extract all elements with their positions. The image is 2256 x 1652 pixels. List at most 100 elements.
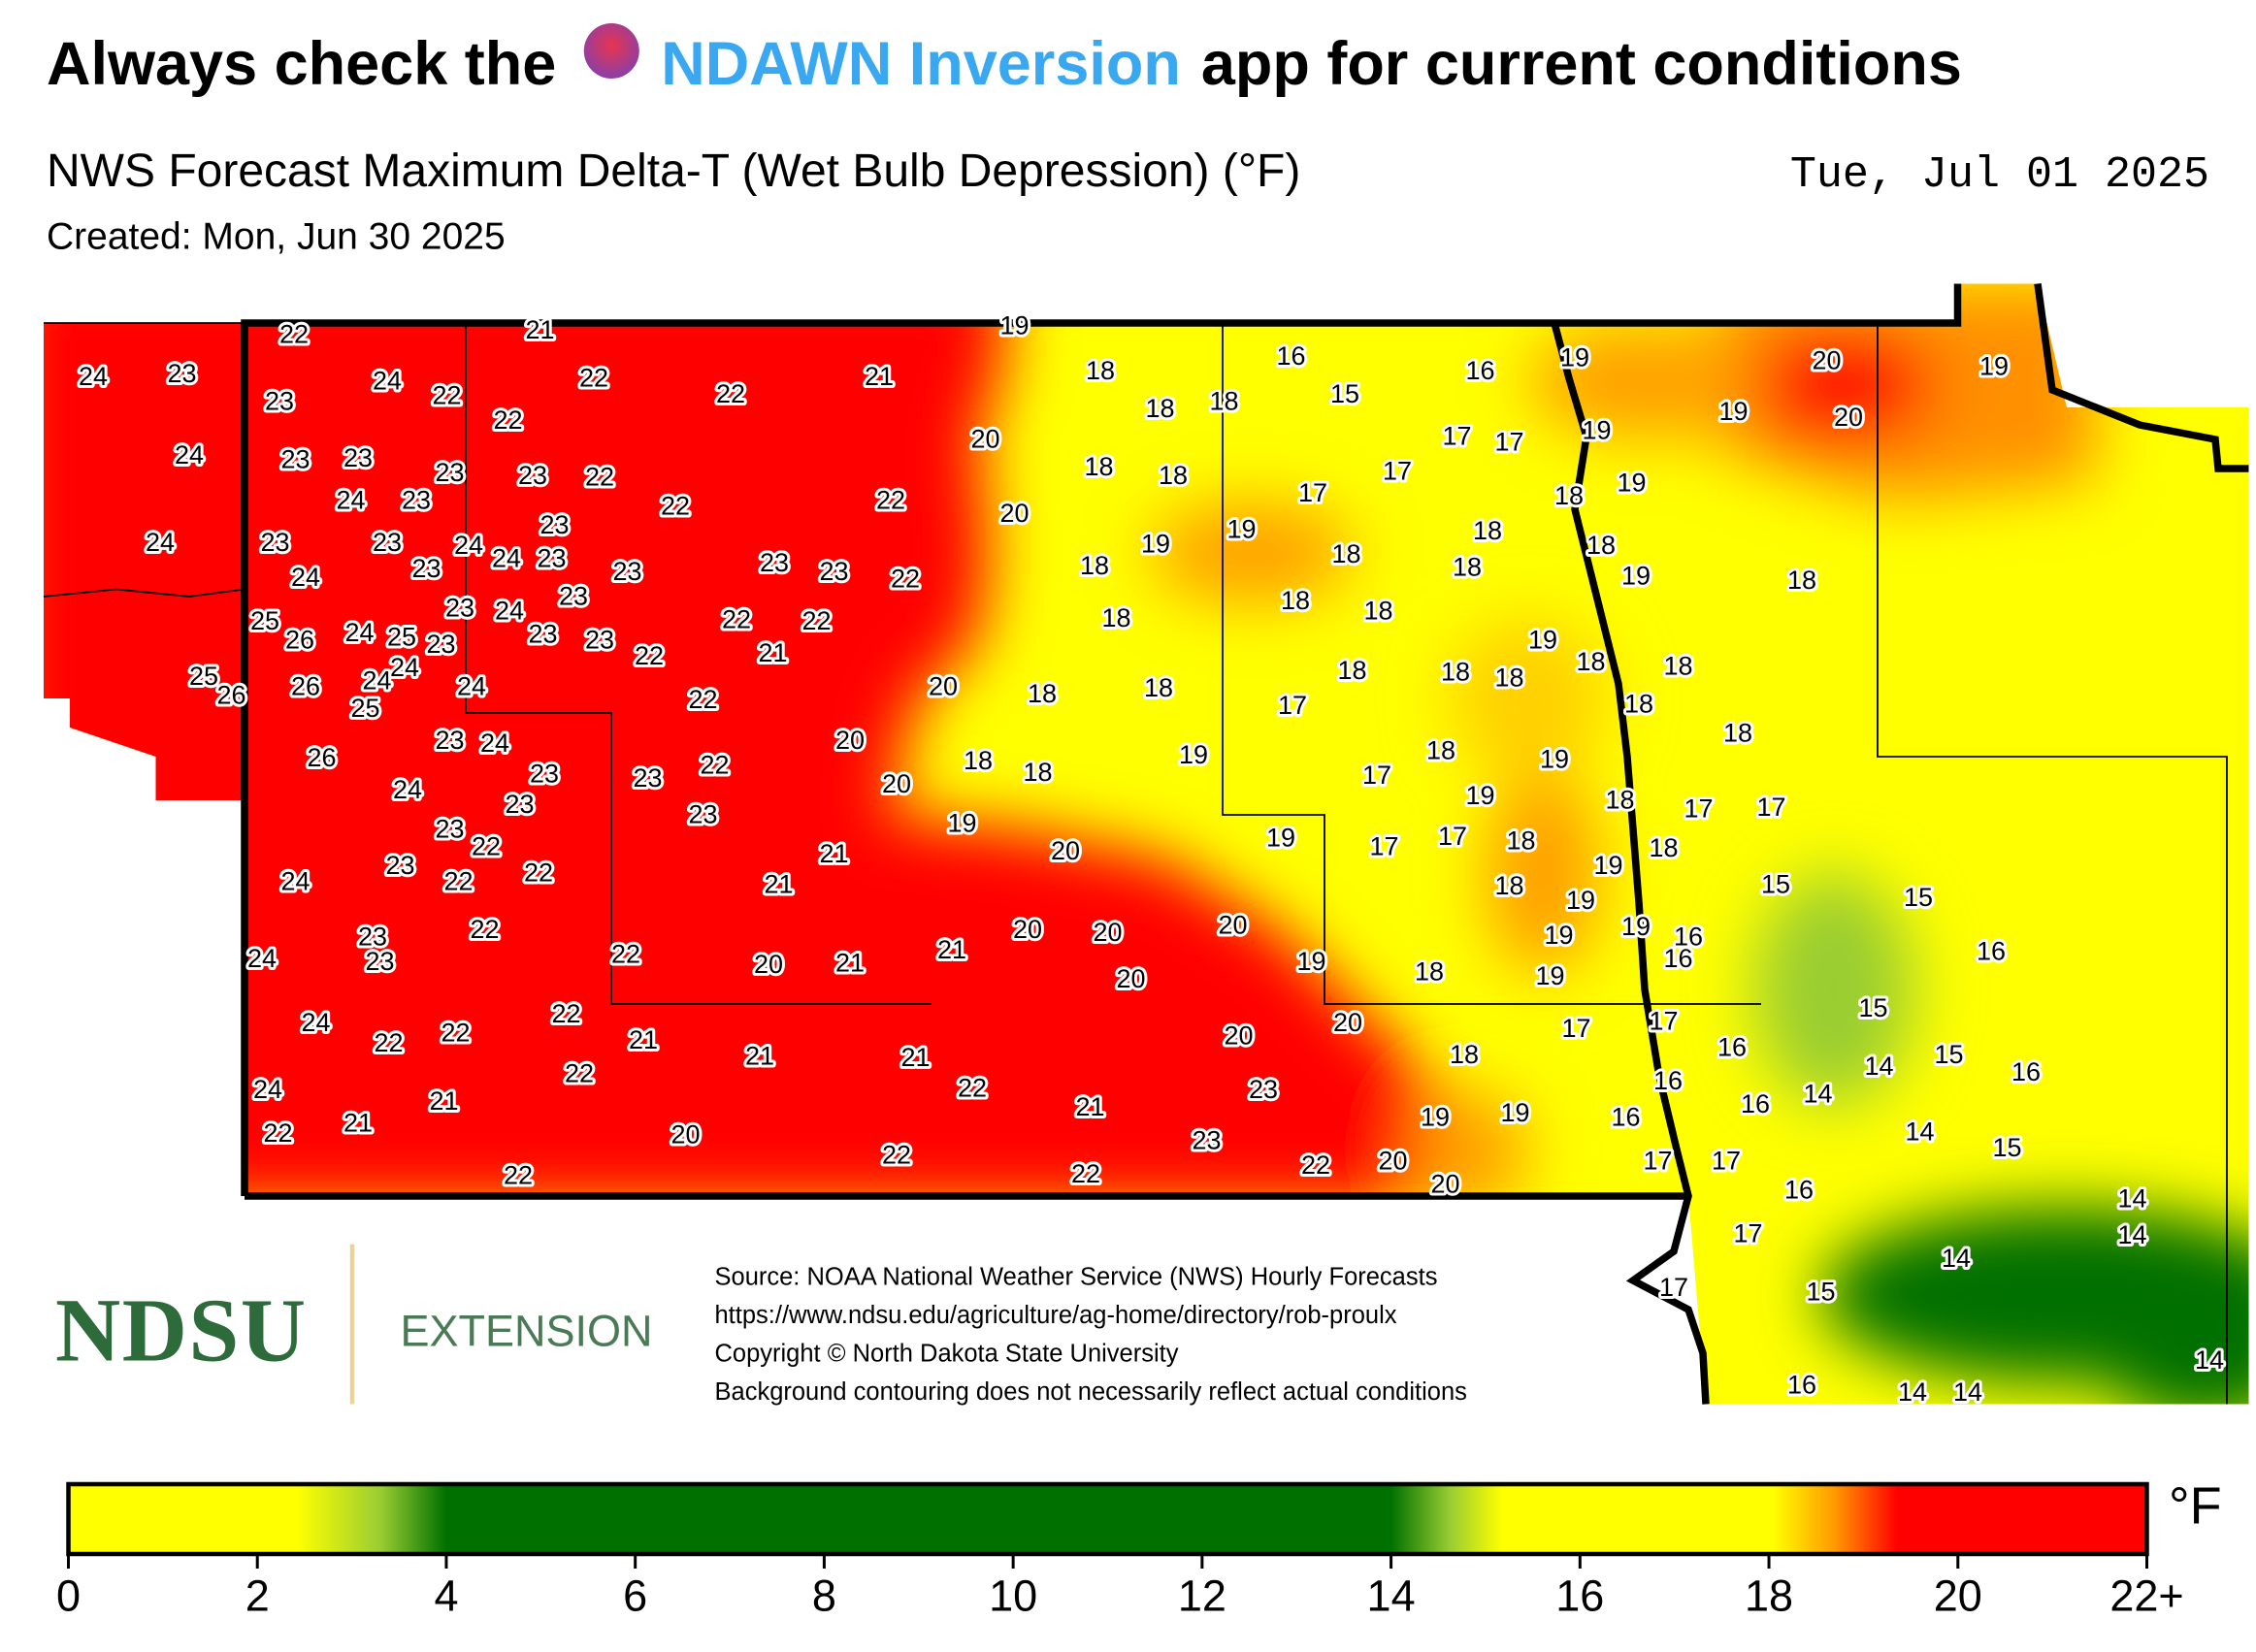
station-value: 22 <box>279 320 309 349</box>
source-notes: Source: NOAA National Weather Service (N… <box>715 1264 1467 1406</box>
station-value: 23 <box>435 726 464 755</box>
station-value: 20 <box>1834 403 1863 432</box>
station-value: 18 <box>1453 553 1482 582</box>
app-icon <box>584 23 639 79</box>
station-value: 21 <box>745 1042 774 1071</box>
station-value: 22 <box>470 915 499 944</box>
station-value: 22 <box>891 565 920 594</box>
source-line: Copyright © North Dakota State Universit… <box>715 1340 1179 1367</box>
station-value: 19 <box>1540 745 1569 774</box>
contour-map <box>0 262 2256 1426</box>
colorbar-tick-label: 18 <box>1745 1571 1793 1621</box>
station-value: 20 <box>1218 911 1247 940</box>
station-value: 19 <box>1535 961 1564 990</box>
colorbar-tick-label: 10 <box>989 1571 1037 1621</box>
station-value: 23 <box>167 359 196 388</box>
station-value: 23 <box>260 528 289 557</box>
station-value: 21 <box>819 839 848 868</box>
station-value: 18 <box>1649 833 1678 862</box>
station-value: 19 <box>1141 530 1170 559</box>
station-value: 23 <box>365 947 394 976</box>
station-value: 15 <box>1330 379 1359 408</box>
station-value: 22 <box>432 381 461 410</box>
source-line: https://www.ndsu.edu/agriculture/ag-home… <box>715 1302 1397 1329</box>
station-value: 18 <box>1426 736 1455 765</box>
station-value: 16 <box>1653 1066 1683 1095</box>
station-value: 20 <box>1430 1170 1459 1199</box>
station-value: 18 <box>1473 516 1502 545</box>
station-value: 22 <box>565 1059 594 1088</box>
station-value: 23 <box>411 554 441 583</box>
station-value: 22 <box>958 1074 987 1103</box>
station-value: 14 <box>1953 1377 1982 1407</box>
station-value: 17 <box>1712 1147 1741 1176</box>
station-value: 18 <box>1576 647 1605 676</box>
station-value: 14 <box>2195 1345 2224 1375</box>
station-value: 23 <box>1249 1075 1278 1104</box>
station-value: 18 <box>1624 690 1653 719</box>
station-value: 22 <box>504 1161 533 1190</box>
station-value: 24 <box>280 867 310 896</box>
station-value: 19 <box>1500 1098 1529 1127</box>
station-value: 17 <box>1494 428 1523 457</box>
station-value: 16 <box>2011 1057 2041 1086</box>
station-value: 21 <box>429 1086 458 1116</box>
station-value: 19 <box>1560 343 1589 373</box>
station-value: 23 <box>688 800 717 829</box>
station-value: 23 <box>559 582 588 611</box>
station-value: 18 <box>1723 719 1752 748</box>
station-value: 25 <box>189 662 218 691</box>
station-value: 23 <box>585 626 614 655</box>
station-value: 20 <box>1224 1021 1253 1051</box>
station-value: 17 <box>1298 478 1327 507</box>
station-value: 17 <box>1278 691 1307 720</box>
station-value: 20 <box>929 672 958 701</box>
station-value: 21 <box>758 638 787 667</box>
colorbar-tick-label: 16 <box>1555 1571 1604 1621</box>
station-value: 20 <box>1812 346 1841 375</box>
station-value: 18 <box>1086 356 1115 385</box>
station-value: 21 <box>835 949 865 978</box>
station-value: 21 <box>937 935 966 964</box>
station-value: 23 <box>537 544 566 573</box>
station-value: 14 <box>1942 1244 1971 1273</box>
station-value: 21 <box>865 362 894 391</box>
station-value: 22 <box>551 999 580 1028</box>
station-value: 18 <box>1554 481 1584 510</box>
station-value: 19 <box>947 809 976 838</box>
station-value: 23 <box>385 851 414 880</box>
station-value: 24 <box>301 1008 330 1037</box>
station-value: 23 <box>265 387 294 416</box>
station-value: 18 <box>1080 551 1109 580</box>
subtitle: NWS Forecast Maximum Delta-T (Wet Bulb D… <box>47 146 1300 197</box>
logo: NDSU <box>55 1281 306 1381</box>
colorbar-tick-label: 4 <box>434 1571 458 1621</box>
station-value: 19 <box>1179 740 1208 769</box>
station-value: 20 <box>882 769 911 798</box>
station-value: 16 <box>1977 937 2006 966</box>
station-value: 18 <box>1663 652 1692 681</box>
station-value: 19 <box>1544 921 1573 950</box>
station-value: 19 <box>1566 886 1595 915</box>
source-line: Background contouring does not necessari… <box>715 1378 1467 1406</box>
station-value: 24 <box>390 653 419 682</box>
station-value: 23 <box>445 594 474 623</box>
station-value: 24 <box>492 544 521 573</box>
station-value: 24 <box>393 775 422 804</box>
station-value: 22 <box>443 867 473 896</box>
station-value: 24 <box>336 486 365 515</box>
station-value: 23 <box>539 510 569 539</box>
station-value: 18 <box>1084 452 1113 481</box>
station-value: 23 <box>435 458 464 487</box>
app-name[interactable]: NDAWN Inversion <box>661 30 1181 98</box>
station-value: 22 <box>635 641 664 670</box>
station-value: 26 <box>307 743 336 772</box>
station-value: 25 <box>387 623 416 652</box>
station-value: 21 <box>629 1025 658 1054</box>
station-value: 22 <box>472 832 501 861</box>
station-value: 23 <box>530 760 559 789</box>
station-value: 22 <box>263 1118 292 1148</box>
station-value: 18 <box>1101 603 1130 632</box>
